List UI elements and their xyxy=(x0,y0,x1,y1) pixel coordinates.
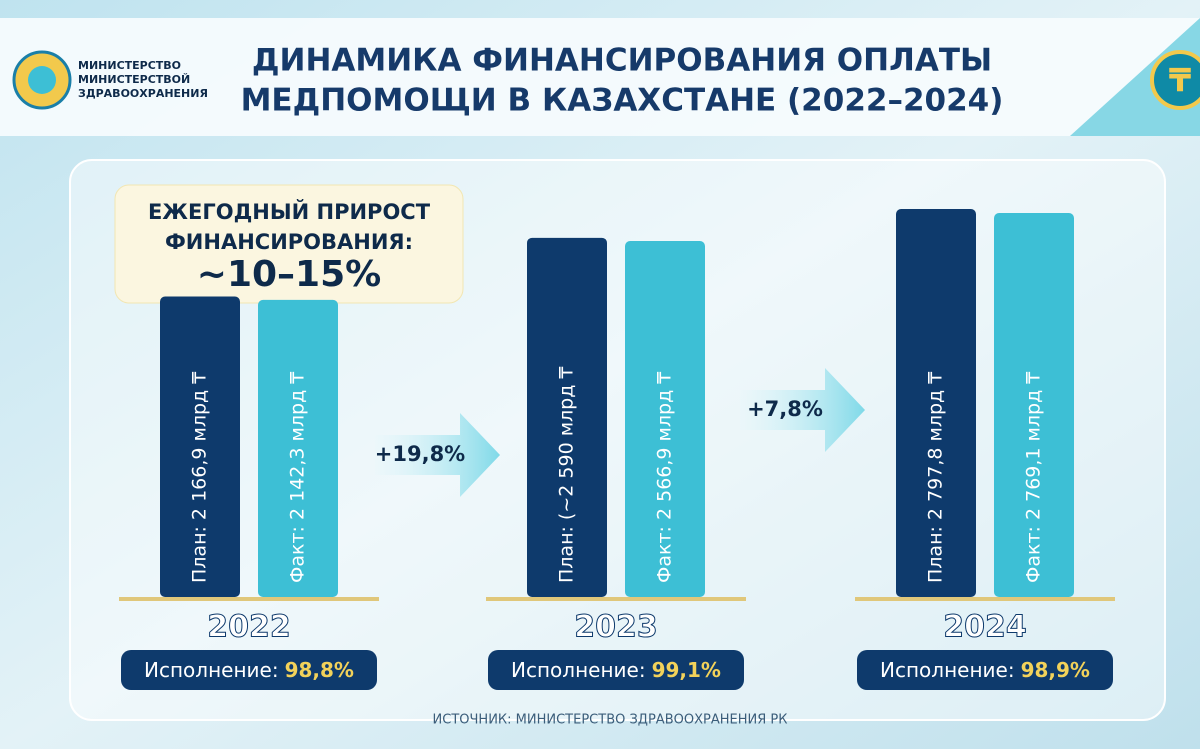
bar xyxy=(258,299,338,597)
execution-label: Исполнение: xyxy=(511,658,646,682)
callout-value: ~10–15% xyxy=(197,254,381,295)
header-bar xyxy=(0,18,1200,136)
bar xyxy=(160,296,240,597)
chart-title: ДИНАМИКА ФИНАНСИРОВАНИЯ ОПЛАТЫ xyxy=(252,43,992,79)
growth-arrow xyxy=(740,368,865,452)
growth-label: +19,8% xyxy=(375,442,465,466)
currency-icon: ₸ xyxy=(1169,61,1191,99)
execution: Исполнение: 98,8% xyxy=(144,658,354,682)
execution-pill xyxy=(857,650,1113,690)
growth-arrow xyxy=(375,413,500,497)
chart-title: МЕДПОМОЩИ В КАЗАХСТАНЕ (2022–2024) xyxy=(241,83,1004,119)
x-tick-label: 2022 xyxy=(207,610,291,645)
x-tick-label: 2023 xyxy=(574,610,658,645)
execution-label: Исполнение: xyxy=(880,658,1015,682)
execution-pill xyxy=(488,650,744,690)
org-name: ЗДРАВООХРАНЕНИЯ xyxy=(78,87,208,100)
execution-pill xyxy=(121,650,377,690)
x-tick-label: 2024 xyxy=(943,610,1027,645)
bar xyxy=(896,209,976,597)
bar xyxy=(527,237,607,597)
currency-badge xyxy=(1150,50,1200,110)
emblem-inner xyxy=(28,66,56,94)
bar xyxy=(994,212,1074,597)
bar xyxy=(625,241,705,597)
baseline xyxy=(486,597,746,601)
bar-label: Факт: 2 769,1 млрд ₸ xyxy=(1023,372,1045,583)
source: ИСТОЧНИК: МИНИСТЕРСТВО ЗДРАВООХРАНЕНИЯ Р… xyxy=(433,713,788,728)
callout-text: ФИНАНСИРОВАНИЯ: xyxy=(165,230,413,254)
execution-label: Исполнение: xyxy=(144,658,279,682)
bar-label: План: (~2 590 млрд ₸ xyxy=(556,366,578,583)
growth-label: +7,8% xyxy=(747,397,823,421)
execution-value: 99,1% xyxy=(652,658,721,682)
execution-value: 98,8% xyxy=(285,658,354,682)
bar-label: План: 2 797,8 млрд ₸ xyxy=(925,372,947,583)
baseline xyxy=(855,597,1115,601)
execution: Исполнение: 98,9% xyxy=(880,658,1090,682)
execution-value: 98,9% xyxy=(1021,658,1090,682)
bar-label: План: 2 166,9 млрд ₸ xyxy=(189,372,211,583)
org-name: МИНИСТЕРСТВО xyxy=(78,59,181,72)
callout-text: ЕЖЕГОДНЫЙ ПРИРОСТ xyxy=(148,199,431,224)
execution: Исполнение: 99,1% xyxy=(511,658,721,682)
baseline xyxy=(119,597,379,601)
bar-label: Факт: 2 142,3 млрд ₸ xyxy=(287,372,309,583)
bar-label: Факт: 2 566,9 млрд ₸ xyxy=(654,372,676,583)
org-name: МИНИСТЕРСТВОЙ xyxy=(78,73,190,86)
